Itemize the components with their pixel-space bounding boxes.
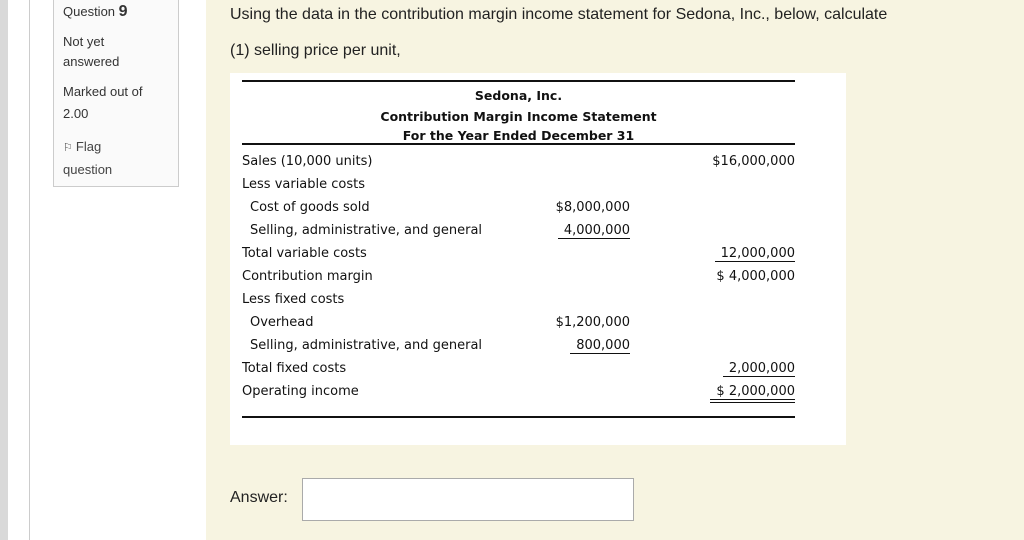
answer-label: Answer: — [230, 489, 288, 506]
statement-row: Cost of goods sold $8,000,000 — [230, 197, 846, 220]
statement-row: Less variable costs — [230, 174, 846, 197]
flag[interactable]: ⚐ Flag question — [63, 139, 113, 177]
question-number: 9 — [118, 3, 128, 20]
row-label: Less variable costs — [242, 177, 366, 192]
amount: 4,000,000 — [557, 223, 630, 239]
amount: 12,000,000 — [714, 246, 795, 262]
statement: Sedona, Inc. Contribution Margin Income … — [230, 73, 846, 445]
amount: 800,000 — [570, 338, 630, 354]
amount: $ 4,000,000 — [716, 269, 795, 284]
question-label: Question — [63, 4, 116, 19]
rule — [242, 143, 795, 145]
row-label: Selling, administrative, and general — [250, 338, 483, 353]
statement-row: Sales (10,000 units) $16,000,000 — [230, 151, 846, 174]
row-label: Contribution margin — [242, 269, 373, 284]
left-strip — [0, 0, 8, 540]
question-heading: Question 9 — [63, 3, 128, 21]
row-label: Overhead — [250, 315, 314, 330]
question-info: Question 9 Not yet answered Marked out o… — [53, 0, 179, 187]
task: (1) selling price per unit, — [230, 42, 401, 59]
statement-row: Total variable costs 12,000,000 — [230, 243, 846, 266]
rule — [242, 80, 795, 82]
statement-row: Operating income $ 2,000,000 — [230, 381, 846, 404]
answer-input[interactable] — [302, 478, 634, 521]
amount: $8,000,000 — [555, 200, 630, 215]
amount: $ 2,000,000 — [710, 384, 795, 403]
prompt: Using the data in the contribution margi… — [230, 6, 888, 23]
statement-row: Contribution margin $ 4,000,000 — [230, 266, 846, 289]
marks-value: 2.00 — [63, 106, 89, 121]
statement-row: Selling, administrative, and general 4,00… — [230, 220, 846, 243]
amount: $16,000,000 — [712, 154, 795, 169]
divider — [29, 0, 30, 540]
marks-label: Marked out of — [63, 84, 143, 99]
row-label: Sales (10,000 units) — [242, 154, 373, 169]
row-label: Total variable costs — [242, 246, 367, 261]
rule — [242, 416, 795, 418]
row-label: Cost of goods sold — [250, 200, 370, 215]
amount: $1,200,000 — [555, 315, 630, 330]
flag-text[interactable]: Flag question — [63, 139, 113, 177]
company: Sedona, Inc. — [474, 88, 563, 103]
row-label: Operating income — [242, 384, 359, 399]
amount: 2,000,000 — [722, 361, 795, 377]
row-label: Selling, administrative, and general — [250, 223, 483, 238]
statement-row: Total fixed costs 2,000,000 — [230, 358, 846, 381]
statement-row: Selling, administrative, and general 800,… — [230, 335, 846, 358]
statement-row: Overhead $1,200,000 — [230, 312, 846, 335]
statement-row: Less fixed costs — [230, 289, 846, 312]
row-label: Total fixed costs — [242, 361, 347, 376]
status: Not yet answered — [63, 34, 120, 69]
row-label: Less fixed costs — [242, 292, 345, 307]
period: For the Year Ended December 31 — [402, 128, 635, 143]
statement-title: Contribution Margin Income Statement — [380, 109, 657, 124]
